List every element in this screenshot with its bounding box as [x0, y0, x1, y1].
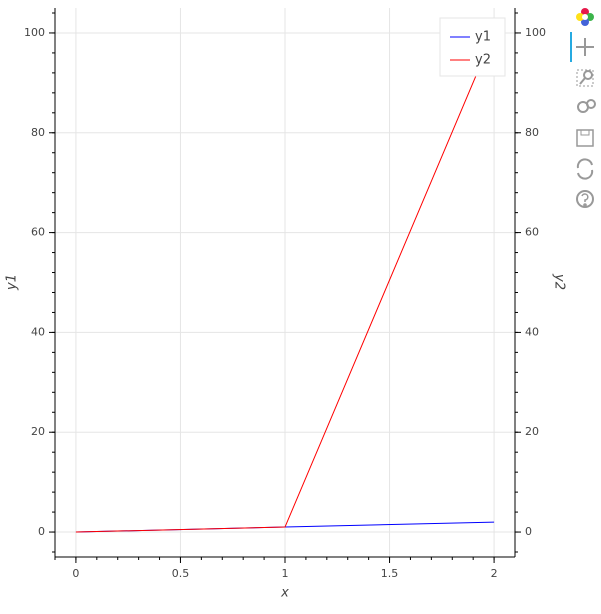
y-tick-label: 20: [31, 425, 45, 438]
y-axis-label: y1: [5, 274, 20, 291]
save-tool[interactable]: [576, 129, 594, 147]
bokeh-logo[interactable]: [576, 8, 594, 26]
reset-tool[interactable]: [576, 158, 594, 180]
y-tick-label: 80: [31, 126, 45, 139]
x-axis-label: x: [280, 586, 289, 601]
y2-tick-label: 100: [525, 26, 546, 39]
toolbar: [570, 8, 596, 208]
pan-tool[interactable]: [576, 38, 594, 56]
wheel-zoom-tool[interactable]: [577, 99, 596, 113]
box-zoom-tool[interactable]: [576, 69, 594, 87]
legend: y1 y2: [439, 17, 506, 77]
y2-tick-label: 0: [525, 525, 532, 538]
x-tick-label: 1: [282, 567, 289, 580]
y2-tick-label: 60: [525, 226, 539, 239]
x-tick-label: 0.5: [172, 567, 190, 580]
y-tick-label: 0: [38, 525, 45, 538]
y2-tick-label: 80: [525, 126, 539, 139]
y-tick-label: 60: [31, 226, 45, 239]
help-tool[interactable]: [576, 190, 594, 208]
x-tick-label: 0: [72, 567, 79, 580]
y-tick-label: 40: [31, 325, 45, 338]
legend-label: y2: [475, 53, 491, 68]
y2-axis-label: y2: [552, 273, 567, 290]
x-tick-label: 2: [491, 567, 498, 580]
legend-box: [439, 17, 506, 77]
y2-tick-label: 40: [525, 325, 539, 338]
legend-label: y1: [475, 30, 491, 45]
y2-tick-label: 20: [525, 425, 539, 438]
x-tick-label: 1.5: [381, 567, 399, 580]
active-indicator: [570, 32, 572, 62]
line-series: [75, 32, 495, 533]
y-tick-label: 100: [24, 26, 45, 39]
